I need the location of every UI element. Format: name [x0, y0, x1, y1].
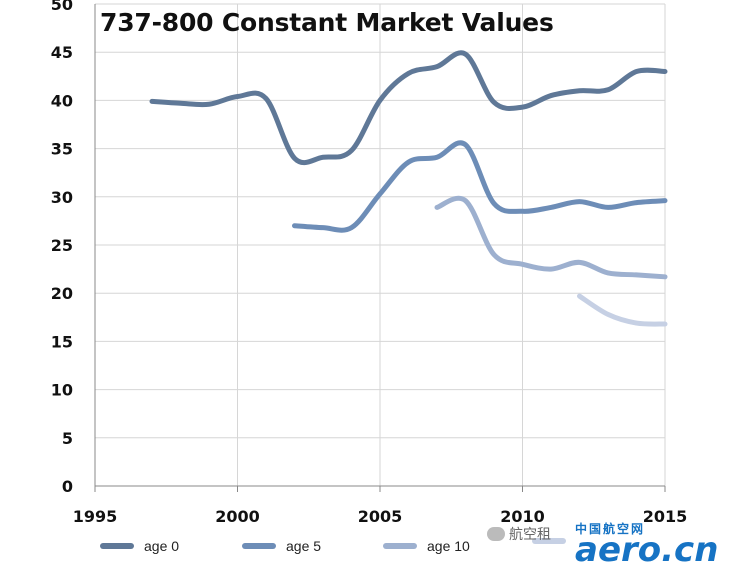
y-tick-label: 40: [51, 91, 73, 110]
chart-legend: age 0 age 5 age 10: [100, 538, 729, 562]
y-tick-label: 50: [51, 0, 73, 14]
y-tick-label: 20: [51, 284, 73, 303]
wechat-icon: [487, 527, 505, 541]
legend-item-age-5: age 5: [242, 538, 321, 554]
y-tick-label: 15: [51, 332, 73, 351]
legend-swatch: [242, 543, 276, 549]
series-line-age-5: [292, 140, 668, 233]
chart-grid: [95, 3, 666, 486]
tick-labels: 0 5 10 15 20 25 30 35 40 45 50 1995 2000 2005 2010 2015: [51, 0, 688, 526]
x-tick-label: 1995: [73, 507, 118, 526]
aero-logo: aero.cn: [575, 530, 719, 570]
chart-axes: [94, 4, 666, 492]
series-line-age-0: [149, 50, 668, 166]
y-tick-label: 0: [62, 477, 73, 496]
legend-swatch: [100, 543, 134, 549]
legend-item-age-10: age 10: [383, 538, 470, 554]
y-tick-label: 35: [51, 140, 73, 159]
chart-title: 737-800 Constant Market Values: [100, 8, 554, 37]
x-tick-label: 2010: [500, 507, 545, 526]
legend-swatch: [383, 543, 417, 549]
legend-label: age 10: [427, 538, 470, 554]
series-lines: [149, 50, 668, 327]
legend-item-age-15: [532, 538, 566, 544]
x-tick-label: 2015: [643, 507, 688, 526]
aero-cn-text: 中国航空网: [575, 522, 646, 536]
legend-label: age 5: [286, 538, 322, 554]
x-tick-label: 2005: [358, 507, 403, 526]
legend-label: age 0: [144, 538, 180, 554]
series-line-series-4: [577, 293, 668, 327]
y-tick-label: 25: [51, 236, 73, 255]
y-tick-label: 30: [51, 188, 73, 207]
legend-item-age-0: age 0: [100, 538, 179, 554]
y-tick-label: 45: [51, 43, 73, 62]
wechat-watermark-text: 航空租: [509, 526, 551, 542]
legend-swatch: [532, 538, 566, 544]
x-tick-label: 2000: [215, 507, 260, 526]
wechat-watermark: 航空租: [487, 524, 551, 544]
series-line-age-10: [434, 195, 668, 280]
y-tick-label: 10: [51, 381, 73, 400]
y-tick-label: 5: [62, 429, 73, 448]
